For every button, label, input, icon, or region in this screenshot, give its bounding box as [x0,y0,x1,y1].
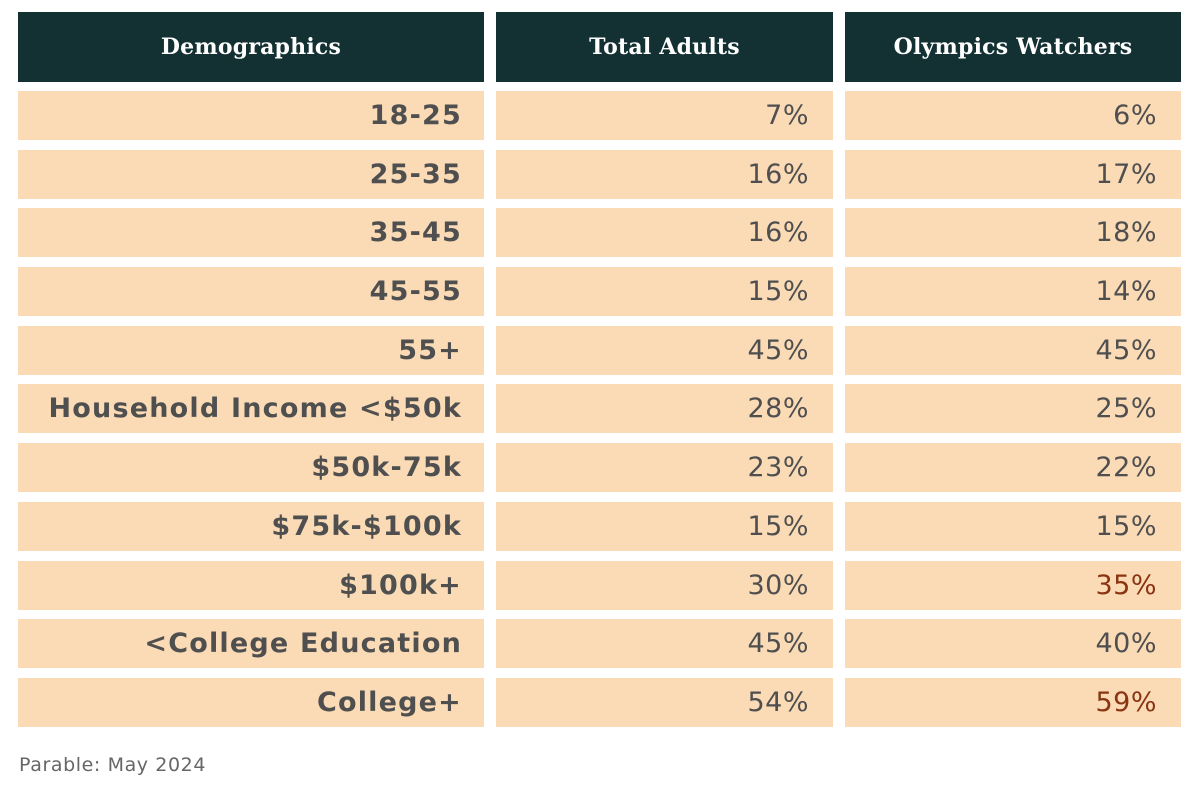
total-adults-value: 15% [496,501,833,551]
total-adults-value: 45% [496,325,833,375]
table-row: $75k-$100k 15% 15% [18,501,1181,551]
total-adults-value: 16% [496,149,833,199]
demographic-label: College+ [18,677,484,727]
table-row: 55+ 45% 45% [18,325,1181,375]
olympics-watchers-value: 15% [845,501,1181,551]
total-adults-value: 15% [496,267,833,317]
header-olympics-watchers: Olympics Watchers [845,12,1181,82]
total-adults-value: 45% [496,619,833,669]
demographic-label: Household Income <$50k [18,384,484,434]
demographic-label: 18-25 [18,91,484,140]
table-row: 45-55 15% 14% [18,267,1181,317]
header-demographics: Demographics [18,12,484,82]
table-row: 35-45 16% 18% [18,208,1181,258]
total-adults-value: 30% [496,560,833,610]
header-row: Demographics Total Adults Olympics Watch… [18,12,1181,82]
demographic-label: <College Education [18,619,484,669]
table-row: <College Education 45% 40% [18,619,1181,669]
olympics-watchers-value: 18% [845,208,1181,258]
olympics-watchers-value: 17% [845,149,1181,199]
table-row: College+ 54% 59% [18,677,1181,727]
olympics-watchers-value: 45% [845,325,1181,375]
table-row: $100k+ 30% 35% [18,560,1181,610]
demographic-label: 25-35 [18,149,484,199]
demographic-label: 35-45 [18,208,484,258]
olympics-watchers-value: 25% [845,384,1181,434]
olympics-watchers-value: 35% [845,560,1181,610]
demographic-label: 55+ [18,325,484,375]
table-row: $50k-75k 23% 22% [18,443,1181,493]
total-adults-value: 7% [496,91,833,140]
demographics-table: Demographics Total Adults Olympics Watch… [18,12,1181,737]
table-row: 18-25 7% 6% [18,91,1181,140]
header-total-adults: Total Adults [496,12,833,82]
olympics-watchers-value: 40% [845,619,1181,669]
demographic-label: 45-55 [18,267,484,317]
total-adults-value: 28% [496,384,833,434]
total-adults-value: 23% [496,443,833,493]
total-adults-value: 16% [496,208,833,258]
table-row: 25-35 16% 17% [18,149,1181,199]
demographic-label: $75k-$100k [18,501,484,551]
olympics-watchers-value: 6% [845,91,1181,140]
demographic-label: $50k-75k [18,443,484,493]
olympics-watchers-value: 59% [845,677,1181,727]
total-adults-value: 54% [496,677,833,727]
olympics-watchers-value: 22% [845,443,1181,493]
demographic-label: $100k+ [18,560,484,610]
olympics-watchers-value: 14% [845,267,1181,317]
source-note: Parable: May 2024 [19,754,207,776]
table-row: Household Income <$50k 28% 25% [18,384,1181,434]
table-body: 18-25 7% 6% 25-35 16% 17% 35-45 16% 18% 45-55 15% 1… [18,91,1181,727]
